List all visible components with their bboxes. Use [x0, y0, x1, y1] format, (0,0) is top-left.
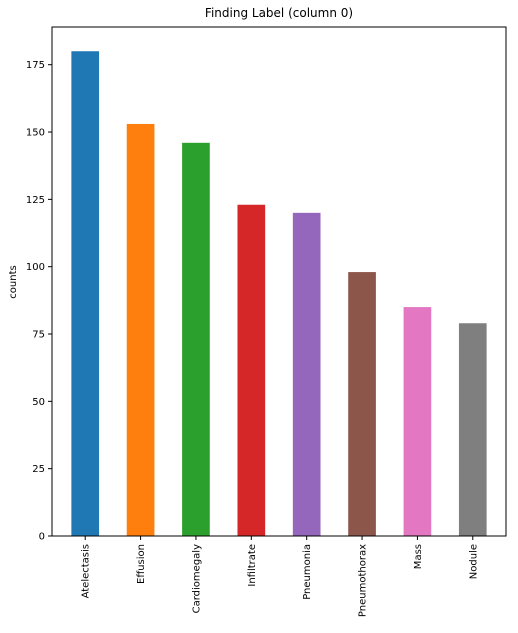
bar-pneumothorax — [348, 272, 376, 536]
plot-frame — [51, 26, 507, 537]
x-axis-ticks: Atelectasis Effusion Cardiomegaly Infiltrat… — [81, 536, 479, 617]
y-tick-label: 0 — [39, 532, 45, 543]
bar-cardiomegaly — [182, 142, 210, 536]
x-tick-label: Mass — [413, 544, 424, 569]
y-axis-label: counts — [8, 265, 19, 298]
x-tick-label: Effusion — [136, 544, 147, 584]
y-tick-label: 25 — [32, 464, 45, 475]
x-tick-label: Pneumothorax — [358, 544, 369, 617]
bar-effusion — [126, 123, 155, 536]
x-tick-label: Atelectasis — [81, 544, 92, 598]
y-tick-label: 100 — [26, 262, 45, 273]
y-tick-label: 175 — [26, 60, 45, 71]
bar-pneumonia — [292, 212, 321, 537]
x-tick-label: Infiltrate — [247, 544, 258, 587]
y-axis-ticks: 0 25 50 75 100 125 150 175 — [26, 60, 52, 543]
x-tick-label: Pneumonia — [302, 544, 313, 600]
y-tick-label: 75 — [32, 330, 45, 341]
x-tick-label: Cardiomegaly — [191, 544, 202, 613]
y-tick-label: 125 — [26, 195, 45, 206]
bar-mass — [403, 307, 432, 536]
bar-infiltrate — [237, 204, 266, 536]
bar-atelectasis — [71, 51, 100, 536]
y-tick-label: 50 — [32, 397, 45, 408]
chart-title: Finding Label (column 0) — [205, 6, 353, 20]
bar-nodule — [458, 323, 487, 536]
bars-group — [71, 51, 487, 537]
y-tick-label: 150 — [26, 128, 45, 139]
x-tick-label: Nodule — [468, 544, 479, 579]
